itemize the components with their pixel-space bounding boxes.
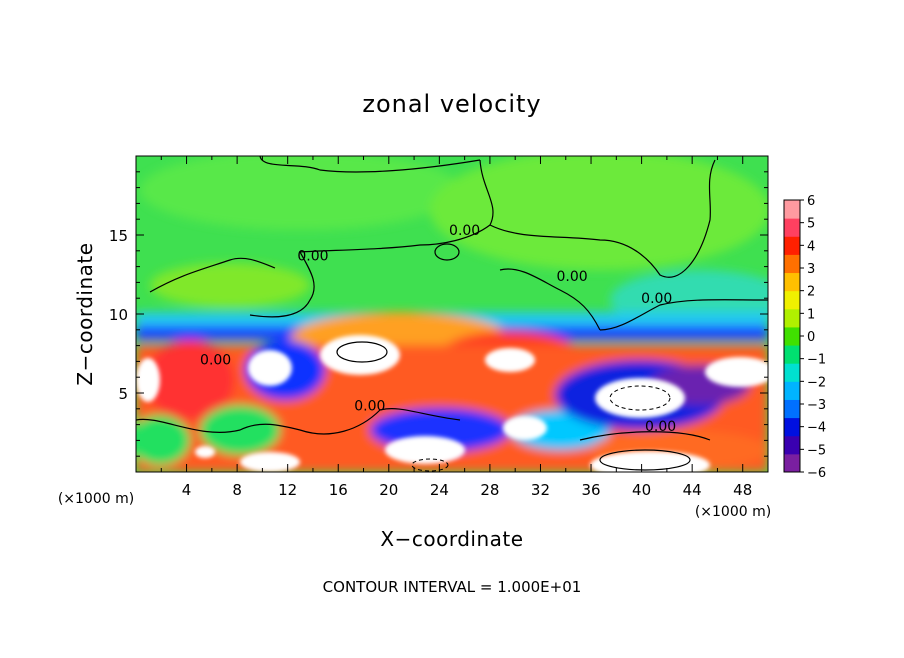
x-axis: 4 8 12 16 20 24 28 32 36 40 44 48 [160,156,752,499]
contour-label: 0.00 [641,291,672,307]
colorbar-swatch [784,200,800,219]
x-tick-label: 40 [632,481,651,499]
contour-labels: 0.00 0.00 0.00 0.00 0.00 0.00 0.00 [200,223,676,435]
contour-label: 0.00 [297,248,328,264]
x-tick-label: 16 [329,481,348,499]
x-tick-label: 24 [430,481,449,499]
chart-title: zonal velocity [362,90,541,118]
contour-label: 0.00 [449,223,480,239]
x-tick-label: 32 [531,481,550,499]
colorbar-tick-label: 3 [807,262,815,277]
colorbar-tick-label: 6 [807,194,815,209]
y-axis-title: Z−coordinate [73,242,97,385]
colorbar-swatch [784,218,800,237]
x-tick-label: 20 [379,481,398,499]
colorbar-tick-label: 2 [807,285,815,300]
colorbar-swatch [784,308,800,328]
x-axis-title: X−coordinate [380,527,523,551]
colorbar: 6 5 4 3 2 1 0 −1 −2 −3 −4 −5 −6 [783,194,826,481]
colorbar-swatch [784,345,800,364]
colorbar-tick-label: −3 [807,398,826,413]
colorbar-swatch [784,290,800,310]
contour-label: 0.00 [354,398,385,414]
x-tick-label: 48 [733,481,752,499]
y-tick-label: 15 [109,227,128,245]
colorbar-swatch [784,381,800,400]
colorbar-tick-label: −5 [807,443,826,458]
x-tick-label: 12 [278,481,297,499]
colorbar-swatch [784,254,800,274]
colorbar-swatch [784,435,800,455]
y-tick-label: 5 [118,385,128,403]
x-unit-label-right: (×1000 m) [695,504,771,520]
contour-label: 0.00 [200,353,231,369]
colorbar-tick-label: 4 [807,239,815,254]
heatmap-field [136,156,768,472]
colorbar-swatch [784,453,800,473]
x-tick-label: 36 [581,481,600,499]
x-tick-label: 4 [182,481,192,499]
contour-label: 0.00 [556,269,587,285]
colorbar-tick-label: 1 [807,307,815,322]
colorbar-tick-label: 0 [807,330,815,345]
colorbar-swatch [784,236,800,255]
x-tick-label: 28 [480,481,499,499]
colorbar-swatch [784,272,800,292]
x-tick-label: 8 [232,481,242,499]
colorbar-tick-label: −2 [807,375,826,390]
colorbar-tick-label: −4 [807,421,826,436]
colorbar-swatch [784,326,800,346]
colorbar-tick-label: 5 [807,217,815,232]
contour-interval-note: CONTOUR INTERVAL = 1.000E+01 [323,578,582,596]
contour-label: 0.00 [645,419,676,435]
y-tick-label: 10 [109,306,128,324]
colorbar-swatch [784,399,800,419]
colorbar-tick-label: −6 [807,466,826,481]
colorbar-tick-label: −1 [807,353,826,368]
y-axis: 5 10 15 [109,171,768,457]
colorbar-swatch [784,363,800,382]
colorbar-swatch [784,417,800,437]
x-tick-label: 44 [683,481,702,499]
x-unit-label-left: (×1000 m) [58,491,134,507]
